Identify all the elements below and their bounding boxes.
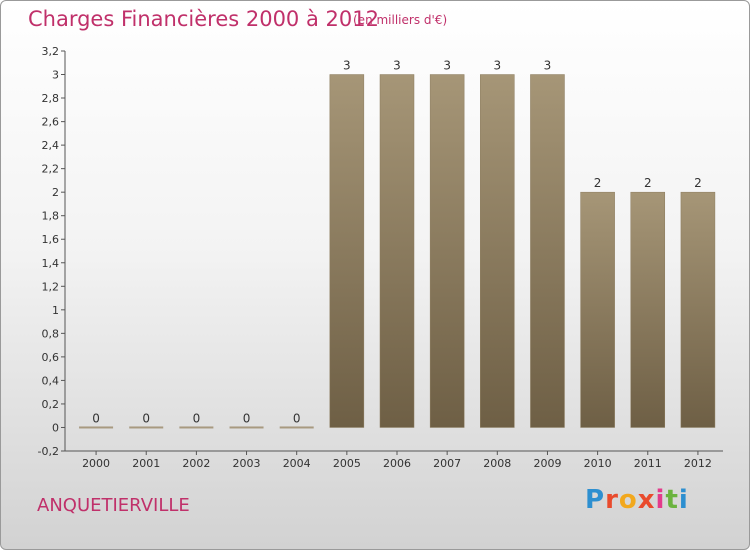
x-tick-label: 2008	[483, 457, 511, 470]
data-label: 3	[493, 59, 501, 73]
data-label: 3	[443, 59, 451, 73]
y-tick-label: 2,4	[42, 139, 60, 152]
location-name: ANQUETIERVILLE	[37, 495, 190, 516]
y-tick-label: 2,8	[42, 92, 60, 105]
bar[interactable]	[79, 426, 114, 429]
data-label: 3	[393, 59, 401, 73]
x-tick-label: 2004	[283, 457, 311, 470]
logo-letter: r	[605, 485, 619, 515]
x-tick-label: 2005	[333, 457, 361, 470]
y-tick-label: 3,2	[42, 45, 60, 58]
x-tick-label: 2009	[533, 457, 561, 470]
chart-subtitle: (en milliers d'€)	[353, 13, 448, 27]
y-tick-label: 1,6	[42, 233, 60, 246]
y-tick-label: 1,8	[42, 210, 60, 223]
y-tick-label: 0,2	[42, 398, 60, 411]
data-label: 2	[644, 176, 652, 190]
bar[interactable]	[279, 426, 314, 429]
x-tick-label: 2003	[233, 457, 261, 470]
data-label: 3	[343, 59, 351, 73]
y-tick-label: 0	[52, 421, 59, 434]
data-label: 0	[142, 411, 150, 425]
logo-letter: t	[665, 485, 679, 515]
x-tick-label: 2011	[634, 457, 662, 470]
x-tick-label: 2001	[132, 457, 160, 470]
data-label: 3	[544, 59, 552, 73]
y-tick-label: 0,8	[42, 327, 60, 340]
x-tick-label: 2006	[383, 457, 411, 470]
y-tick-label: 2,2	[42, 163, 60, 176]
logo-letter: i	[655, 485, 666, 515]
bar[interactable]	[530, 74, 565, 428]
y-tick-label: 2	[52, 186, 59, 199]
proxiti-logo[interactable]: Proxiti	[585, 485, 689, 515]
data-label: 0	[243, 411, 251, 425]
x-tick-label: 2002	[182, 457, 210, 470]
bar[interactable]	[480, 74, 515, 428]
data-label: 0	[193, 411, 201, 425]
bar[interactable]	[379, 74, 415, 428]
chart-title: Charges Financières 2000 à 2012	[28, 7, 379, 31]
bar[interactable]	[580, 191, 615, 428]
y-tick-label: 1	[52, 304, 59, 317]
bar[interactable]	[680, 191, 716, 428]
y-tick-label: 2,6	[42, 116, 60, 129]
x-tick-label: 2000	[82, 457, 110, 470]
y-tick-label: 1,4	[42, 257, 60, 270]
bar[interactable]	[630, 191, 666, 428]
x-tick-label: 2012	[684, 457, 712, 470]
x-tick-label: 2007	[433, 457, 461, 470]
logo-letter: o	[618, 485, 638, 515]
x-tick-label: 2010	[584, 457, 612, 470]
y-tick-label: 0,4	[42, 374, 60, 387]
y-tick-label: 0,6	[42, 351, 60, 364]
bar[interactable]	[179, 426, 214, 429]
data-label: 2	[594, 176, 602, 190]
data-label: 0	[293, 411, 301, 425]
y-tick-label: 3	[52, 69, 59, 82]
logo-letter: P	[585, 485, 606, 515]
logo-letter: x	[637, 485, 656, 515]
y-tick-label: -0,2	[38, 445, 59, 458]
bar[interactable]	[129, 426, 164, 429]
bar[interactable]	[429, 74, 465, 428]
logo-letter: i	[678, 485, 689, 515]
bar[interactable]	[229, 426, 264, 429]
y-tick-label: 1,2	[42, 280, 60, 293]
bar[interactable]	[329, 74, 365, 428]
data-label: 0	[92, 411, 100, 425]
data-label: 2	[694, 176, 702, 190]
